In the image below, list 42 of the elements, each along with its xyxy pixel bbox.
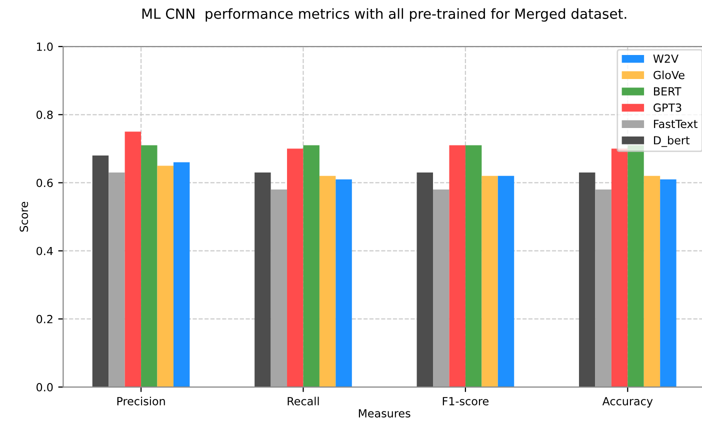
bar xyxy=(303,145,320,388)
bar xyxy=(433,190,450,388)
bar xyxy=(465,145,482,388)
bar xyxy=(595,190,612,388)
bar xyxy=(482,176,498,388)
y-tick-label: 0.0 xyxy=(36,383,53,392)
bar xyxy=(611,148,628,388)
legend-label: D_bert xyxy=(654,136,690,147)
bar xyxy=(124,132,142,388)
y-axis-title: Score xyxy=(20,202,28,232)
legend-label: FastText xyxy=(654,120,698,128)
y-tick-label: 1.0 xyxy=(37,42,53,51)
bar xyxy=(449,145,466,388)
y-tick-label: 0.8 xyxy=(36,110,53,120)
x-tick-label: Recall xyxy=(288,396,319,406)
bar xyxy=(336,179,352,388)
bar xyxy=(141,145,158,388)
legend-label: BERT xyxy=(654,87,682,96)
bar xyxy=(173,162,190,388)
x-tick-label: F1-score xyxy=(442,397,489,406)
bar xyxy=(644,176,660,388)
legend-label: GloVe xyxy=(654,70,684,80)
bar xyxy=(157,166,174,388)
y-tick-label: 0.6 xyxy=(36,178,53,188)
x-tick-label: Accuracy xyxy=(602,397,653,408)
bar xyxy=(270,190,288,388)
y-tick-label: 0.2 xyxy=(36,314,52,324)
x-axis-title: Measures xyxy=(358,409,410,418)
x-tick-label: Precision xyxy=(117,396,165,406)
y-tick-label: 0.4 xyxy=(36,246,53,256)
bar xyxy=(287,148,304,388)
bar xyxy=(498,176,514,388)
bar xyxy=(254,172,271,388)
bar xyxy=(92,155,109,388)
chart-title: ML CNN performance metrics with all pre-trained for Merged dataset. xyxy=(142,8,626,22)
bar xyxy=(416,172,434,388)
bar xyxy=(660,179,676,388)
bar xyxy=(108,172,125,388)
bar xyxy=(319,176,336,388)
legend-label: GPT3 xyxy=(654,103,682,112)
legend-label: W2V xyxy=(653,54,678,63)
bar xyxy=(578,172,596,388)
